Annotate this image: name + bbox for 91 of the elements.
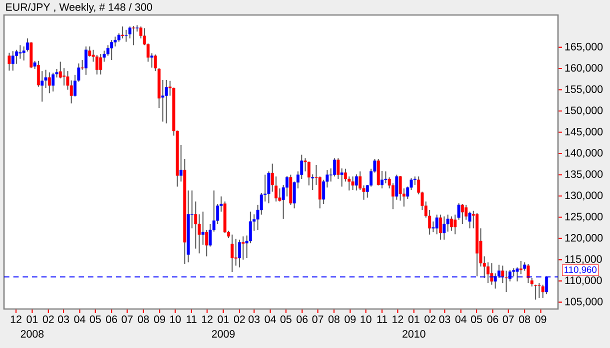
candlestick	[354, 174, 358, 191]
x-tick-label: 12	[202, 315, 213, 323]
x-tick-label: 06	[487, 315, 498, 324]
x-tick-label: 05	[471, 315, 482, 324]
x-tick-label: 01	[26, 315, 38, 324]
candlestick	[18, 44, 22, 60]
candlestick	[52, 72, 55, 92]
candlestick	[48, 72, 51, 94]
x-tick-label: 08	[138, 315, 149, 324]
chart-title: EUR/JPY , Weekly, # 148 / 300	[6, 3, 152, 13]
candlestick	[161, 79, 164, 122]
x-tick-label: 03	[439, 315, 450, 324]
candlestick	[62, 68, 66, 86]
candlestick	[8, 52, 11, 72]
x-tick-label: 01	[218, 315, 229, 324]
candlestick	[124, 29, 128, 42]
x-tick-label: 11	[186, 315, 196, 323]
y-tick-label: 115,000	[565, 255, 602, 264]
x-tick-label: 02	[234, 315, 245, 324]
x-tick-label: 07	[502, 315, 514, 324]
candlestick	[84, 46, 88, 76]
x-tick-label: 12	[392, 315, 404, 323]
y-tick-label: 160,000	[565, 64, 603, 73]
y-tick-label: 105,000	[565, 298, 603, 307]
candlestick	[238, 239, 241, 268]
candlestick	[538, 282, 541, 298]
candlestick	[450, 216, 453, 232]
candlestick	[11, 50, 14, 72]
y-tick-label: 110,000	[565, 276, 602, 286]
text: 2009	[212, 330, 235, 338]
y-tick-label: 135,000	[565, 170, 603, 180]
candlestick	[150, 52, 154, 68]
y-tick-label: 150,000	[565, 106, 603, 116]
x-tick-label: 05	[90, 315, 101, 324]
x-tick-label: 04	[455, 315, 467, 324]
candlestick	[541, 284, 544, 298]
candlestick	[340, 168, 344, 188]
candlestick	[439, 214, 442, 240]
x-tick-label: 08	[519, 315, 530, 324]
y-tick-label: 120,000	[565, 234, 603, 243]
x-tick-label: 03	[248, 315, 260, 324]
x-tick-label: 03	[58, 315, 69, 324]
x-tick-label: 02	[42, 315, 54, 324]
candlestick	[132, 26, 135, 46]
candlestick	[230, 234, 234, 273]
x-tick-label: 06	[296, 315, 308, 324]
candlestick	[519, 260, 522, 275]
y-tick-label: 165,000	[565, 42, 603, 52]
candlestick	[490, 262, 494, 286]
x-tick-label: 07	[312, 315, 324, 324]
candlestick	[526, 263, 530, 284]
candlestick	[460, 204, 464, 225]
candlestick	[435, 214, 438, 235]
x-tick-label: 07	[122, 315, 133, 324]
x-tick-label: 09	[535, 315, 546, 324]
candlestick	[95, 54, 98, 76]
candlestick	[80, 59, 84, 70]
candlestick	[442, 216, 446, 240]
candlestick	[351, 176, 354, 191]
candlestick	[88, 46, 92, 58]
x-tick-label: 04	[74, 315, 86, 324]
y-tick-label: 145,000	[565, 128, 603, 137]
x-tick-label: 04	[264, 315, 276, 324]
x-tick-label: 09	[344, 315, 356, 324]
x-tick-label: 08	[328, 315, 340, 324]
x-tick-label: 06	[106, 315, 118, 324]
candlestick	[432, 220, 435, 233]
x-tick-label: 12	[10, 315, 22, 323]
x-tick-label: 02	[424, 315, 436, 324]
ref-line-label: 110,960	[564, 266, 597, 274]
candlestick	[307, 161, 310, 186]
x-tick-label: 10	[170, 315, 181, 324]
x-tick-label: 11	[377, 315, 388, 323]
x-tick-label: 09	[154, 315, 166, 324]
y-tick-label: 130,000	[565, 192, 603, 200]
y-tick-label: 140,000	[565, 149, 603, 158]
candlestick	[242, 236, 245, 260]
candlestick	[121, 26, 124, 39]
candlestick	[110, 40, 114, 61]
candlestick	[201, 211, 204, 246]
candlestick	[164, 79, 168, 124]
text: 2010	[402, 330, 426, 338]
candlestick	[380, 170, 384, 189]
candlestick	[180, 144, 183, 182]
x-tick-label: 01	[408, 315, 420, 324]
x-tick-label: 05	[280, 315, 292, 324]
x-tick-label: 10	[360, 315, 372, 324]
candlestick	[99, 54, 102, 76]
y-tick-label: 155,000	[565, 85, 603, 94]
text: 2008	[20, 330, 44, 338]
y-tick-label: 125,000	[565, 212, 603, 222]
